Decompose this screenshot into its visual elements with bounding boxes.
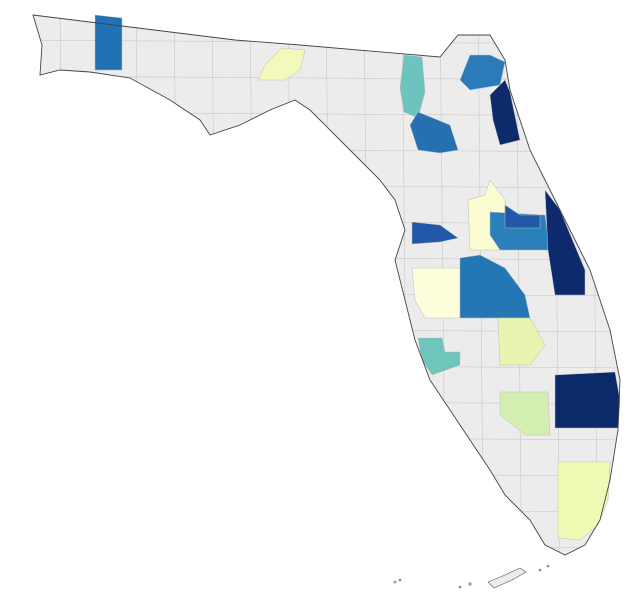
county-region (554, 371, 621, 429)
county-region (257, 47, 306, 81)
county-region (499, 391, 551, 436)
county-line (135, 15, 143, 555)
county-line (0, 580, 640, 584)
county-region (497, 317, 546, 366)
county-region (411, 221, 459, 245)
state-land (33, 15, 620, 555)
county-region (557, 461, 611, 541)
county-region (94, 14, 123, 71)
county-region (489, 79, 521, 146)
county-line (33, 543, 620, 549)
county-region (459, 254, 531, 319)
county-region (504, 204, 541, 229)
county-region (409, 111, 459, 154)
county-line (97, 15, 105, 555)
florida-keys (393, 564, 550, 589)
county-region (411, 267, 461, 319)
county-line (59, 15, 67, 555)
county-line (33, 147, 620, 153)
state-outline (32, 14, 621, 556)
